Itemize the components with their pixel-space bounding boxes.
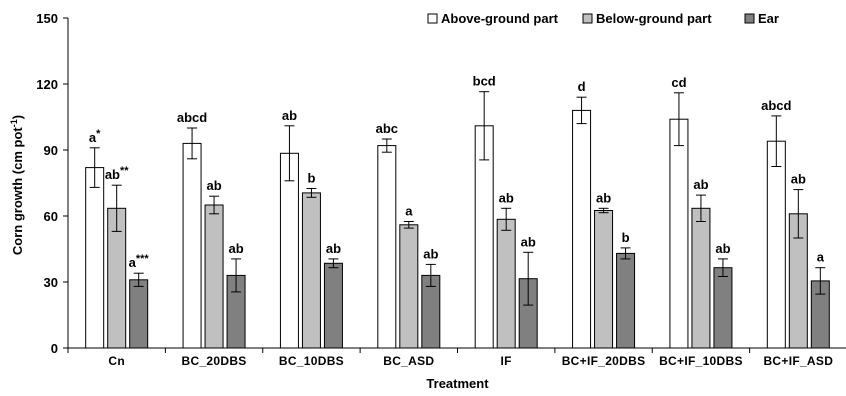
significance-label: ab** xyxy=(105,165,129,182)
significance-label: bcd xyxy=(473,74,496,89)
x-category-label: BC+IF_10DBS xyxy=(659,354,743,368)
legend-label: Ear xyxy=(758,11,779,26)
legend-swatch xyxy=(744,13,755,24)
significance-letter: ab xyxy=(326,241,341,256)
significance-letter: ab xyxy=(423,246,438,261)
significance-letter: ab xyxy=(105,167,120,182)
significance-label: a* xyxy=(89,128,101,145)
legend: Above-ground part Below-ground part Ear xyxy=(427,11,779,26)
significance-letter: ab xyxy=(228,241,243,256)
legend-swatch xyxy=(582,13,593,24)
significance-label: a xyxy=(817,250,825,265)
significance-label: a xyxy=(405,204,413,219)
bar-series-group: a*ab**a***abcdabababbababcaabbcdababdabb… xyxy=(85,74,830,349)
bar xyxy=(766,140,786,349)
bar xyxy=(713,267,733,349)
y-tick-label: 60 xyxy=(44,209,58,224)
y-axis: 0 30 60 90 120 150 xyxy=(36,11,69,356)
bar xyxy=(85,167,105,349)
x-category-label: BC_10DBS xyxy=(279,354,344,368)
x-axis-title: Treatment xyxy=(426,376,489,391)
significance-letter: d xyxy=(578,79,586,94)
bar xyxy=(594,210,614,349)
y-tick-label: 90 xyxy=(44,143,58,158)
bar xyxy=(669,118,689,349)
y-tick-label: 30 xyxy=(44,275,58,290)
legend-label: Above-ground part xyxy=(441,11,559,26)
significance-letter: abcd xyxy=(761,98,791,113)
bar xyxy=(204,204,224,349)
x-category-label: BC+IF_ASD xyxy=(763,354,833,368)
significance-label: abcd xyxy=(177,110,207,125)
bar xyxy=(572,109,592,349)
significance-letter: ab xyxy=(693,177,708,192)
bar xyxy=(377,145,397,349)
significance-asterisk: ** xyxy=(120,165,129,177)
significance-label: b xyxy=(307,171,315,186)
bar xyxy=(691,207,711,349)
bar xyxy=(496,218,516,349)
significance-label: b xyxy=(622,230,630,245)
bar xyxy=(616,252,636,349)
y-axis-title-close: ) xyxy=(10,115,25,119)
significance-letter: a xyxy=(817,250,825,265)
bar xyxy=(301,192,321,349)
y-tick-label: 120 xyxy=(36,77,58,92)
significance-label: ab xyxy=(282,108,297,123)
significance-label: d xyxy=(578,79,586,94)
y-axis-title: Corn growth (cm pot-1) xyxy=(9,115,25,255)
significance-letter: bcd xyxy=(473,74,496,89)
significance-letter: ab xyxy=(282,108,297,123)
bar xyxy=(129,279,149,349)
bar xyxy=(323,262,343,349)
significance-label: ab xyxy=(715,241,730,256)
bar xyxy=(279,152,299,349)
significance-letter: a xyxy=(89,130,97,145)
significance-label: ab xyxy=(791,172,806,187)
legend-swatch xyxy=(427,13,438,24)
significance-letter: ab xyxy=(715,241,730,256)
y-tick-label: 0 xyxy=(51,341,58,356)
significance-letter: a xyxy=(405,204,413,219)
significance-letter: abc xyxy=(376,121,398,136)
significance-letter: cd xyxy=(671,75,686,90)
significance-label: ab xyxy=(228,241,243,256)
significance-label: ab xyxy=(423,246,438,261)
significance-letter: ab xyxy=(521,234,536,249)
significance-asterisk: *** xyxy=(136,253,150,265)
significance-label: cd xyxy=(671,75,686,90)
bar xyxy=(182,142,202,349)
significance-letter: ab xyxy=(596,190,611,205)
significance-letter: ab xyxy=(791,172,806,187)
significance-label: ab xyxy=(206,178,221,193)
significance-label: ab xyxy=(596,190,611,205)
significance-label: ab xyxy=(693,177,708,192)
significance-label: abc xyxy=(376,121,398,136)
significance-letter: b xyxy=(622,230,630,245)
y-tick-label: 150 xyxy=(36,11,58,26)
significance-letter: ab xyxy=(499,190,514,205)
significance-asterisk: * xyxy=(96,128,101,140)
y-axis-title-main: Corn growth (cm pot xyxy=(10,127,25,255)
significance-letter: b xyxy=(307,171,315,186)
bar xyxy=(399,224,419,349)
x-category-label: BC+IF_20DBS xyxy=(562,354,646,368)
significance-letter: ab xyxy=(206,178,221,193)
significance-label: ab xyxy=(326,241,341,256)
x-category-label: BC_ASD xyxy=(383,354,434,368)
significance-label: ab xyxy=(521,234,536,249)
legend-label: Below-ground part xyxy=(596,11,712,26)
significance-letter: abcd xyxy=(177,110,207,125)
significance-letter: a xyxy=(129,255,137,270)
y-axis-title-superscript: -1 xyxy=(9,119,19,127)
significance-label: ab xyxy=(499,190,514,205)
significance-label: abcd xyxy=(761,98,791,113)
x-category-label: Cn xyxy=(108,354,125,368)
significance-label: a*** xyxy=(129,253,150,270)
x-category-label: IF xyxy=(501,354,512,368)
x-category-label: BC_20DBS xyxy=(182,354,247,368)
x-axis: Cn BC_20DBS BC_10DBS BC_ASD IF BC+IF_20DBS BC+… xyxy=(67,347,846,368)
